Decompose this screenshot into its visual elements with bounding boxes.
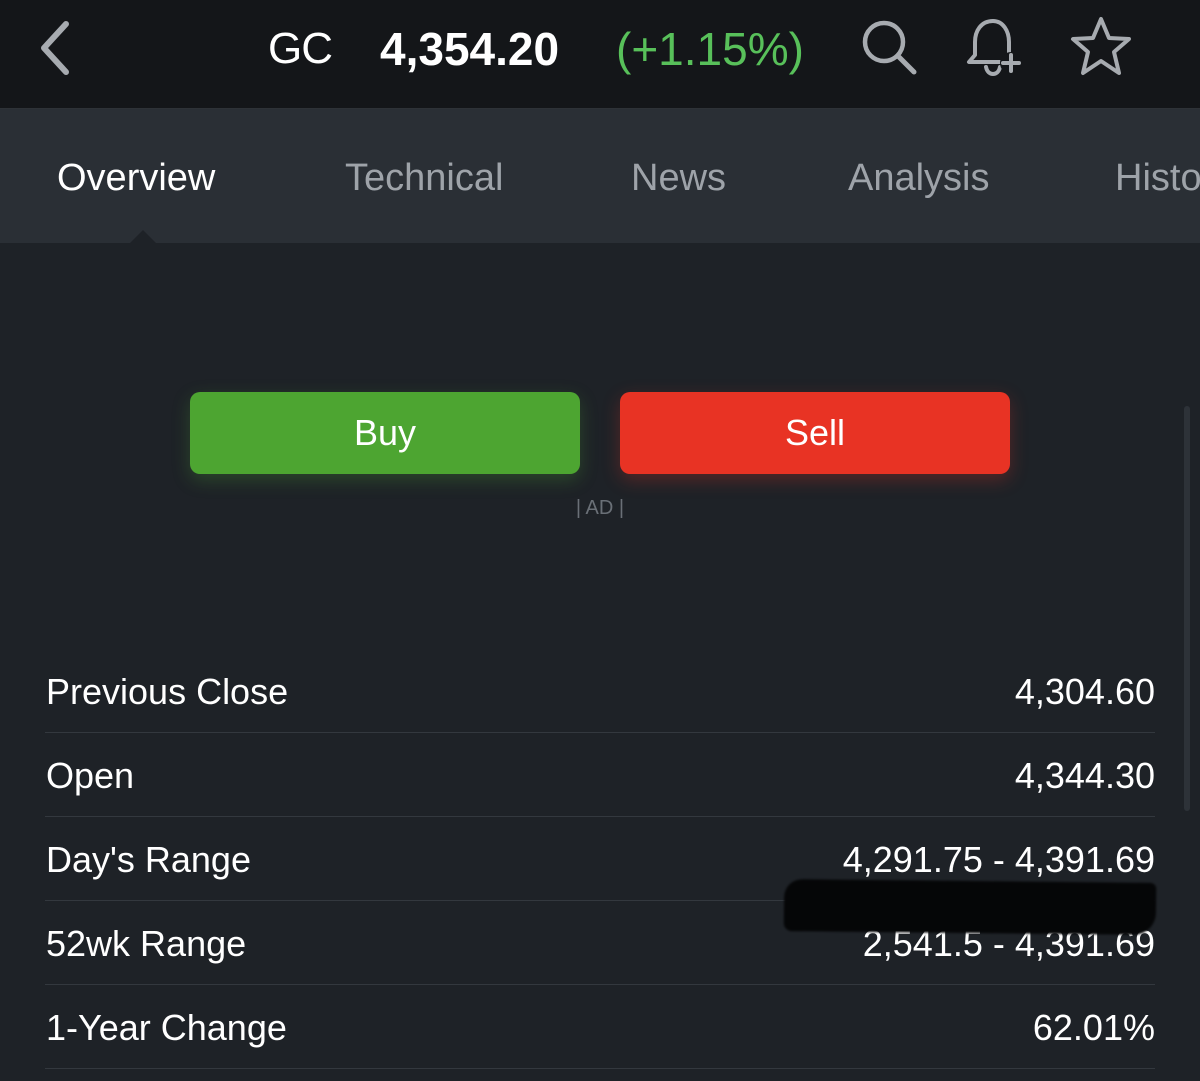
overview-content: Buy Sell | AD | Previous Close 4,304.60 … xyxy=(0,243,1200,1081)
price-change-percent: (+1.15%) xyxy=(616,23,804,75)
ad-label: | AD | xyxy=(575,497,625,519)
stat-label: 52wk Range xyxy=(46,923,247,964)
search-button[interactable] xyxy=(854,12,924,82)
sell-button[interactable]: Sell xyxy=(620,392,1010,474)
tab-historical-data[interactable]: Historical Data xyxy=(1115,157,1200,199)
stat-label: Open xyxy=(46,755,135,796)
top-header: GC 4,354.20 (+1.15%) xyxy=(0,0,1200,109)
tab-overview[interactable]: Overview xyxy=(57,157,216,199)
instrument-symbol: GC xyxy=(268,24,333,73)
back-button[interactable] xyxy=(28,14,80,82)
add-alert-button[interactable] xyxy=(960,12,1030,82)
stat-value: 4,344.30 xyxy=(1014,755,1155,796)
search-icon xyxy=(862,20,917,75)
tab-news[interactable]: News xyxy=(631,157,727,199)
active-tab-indicator xyxy=(130,230,156,243)
chevron-left-icon xyxy=(41,21,69,75)
stats-table: Previous Close 4,304.60 Open 4,344.30 Da… xyxy=(45,649,1155,1069)
tab-technical[interactable]: Technical xyxy=(345,157,504,199)
stat-value: 4,291.75 - 4,391.69 xyxy=(842,839,1155,880)
stat-row-days-range: Day's Range 4,291.75 - 4,391.69 xyxy=(45,817,1155,901)
redaction-mark xyxy=(783,879,1157,935)
stat-label: Previous Close xyxy=(46,671,289,712)
bell-plus-icon xyxy=(967,19,1022,77)
instrument-price: 4,354.20 xyxy=(380,23,560,75)
tab-analysis[interactable]: Analysis xyxy=(848,157,990,199)
scrollbar[interactable] xyxy=(1184,406,1190,811)
stat-value: 62.01% xyxy=(1032,1007,1155,1048)
tab-bar: Overview Technical News Analysis Histori… xyxy=(0,109,1200,243)
star-icon xyxy=(1071,17,1131,75)
buy-button[interactable]: Buy xyxy=(190,392,580,474)
watchlist-star-button[interactable] xyxy=(1066,12,1136,82)
stat-label: Day's Range xyxy=(46,839,251,880)
stat-row-previous-close: Previous Close 4,304.60 xyxy=(45,649,1155,733)
stat-value: 4,304.60 xyxy=(1014,671,1155,712)
stat-row-1-year-change: 1-Year Change 62.01% xyxy=(45,985,1155,1069)
stat-label: 1-Year Change xyxy=(46,1007,287,1048)
stat-row-open: Open 4,344.30 xyxy=(45,733,1155,817)
